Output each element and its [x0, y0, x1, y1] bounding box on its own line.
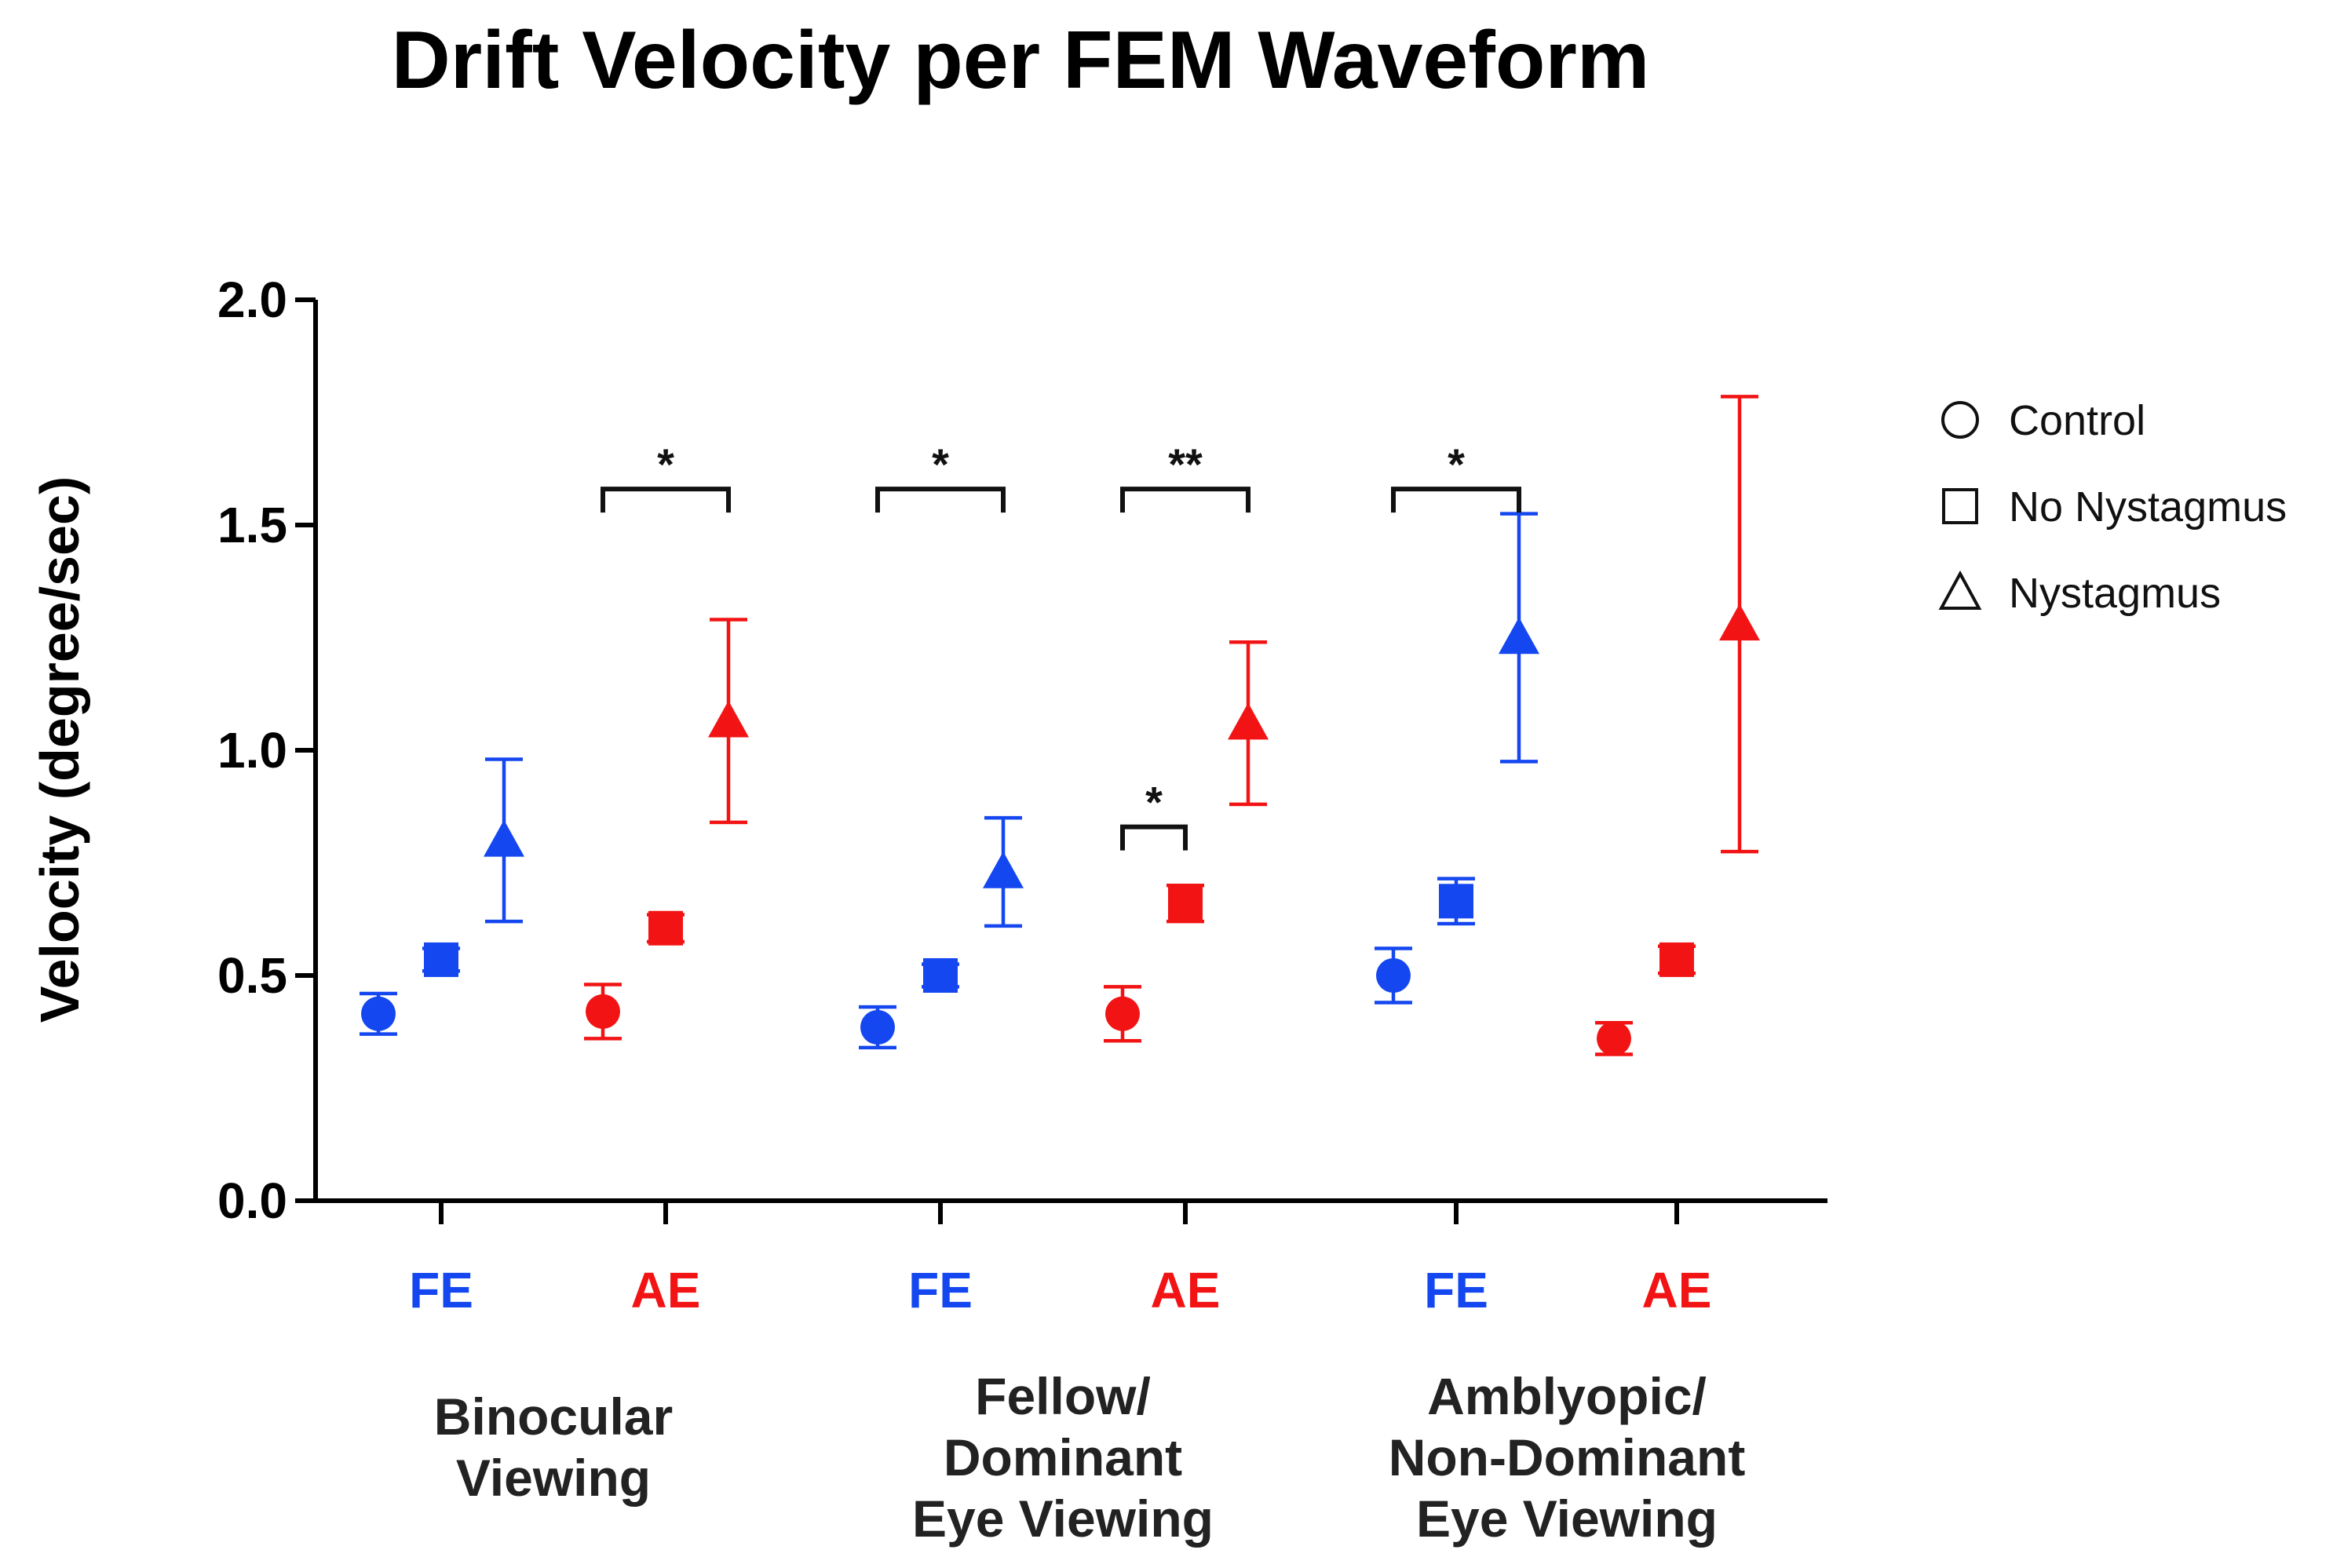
category-label: FE [908, 1262, 973, 1318]
legend-label: Nystagmus [2009, 570, 2221, 617]
significance-bracket [601, 487, 731, 513]
group-label: Eye Viewing [912, 1490, 1214, 1548]
group-label: Dominant [944, 1428, 1182, 1486]
category-label: FE [409, 1262, 473, 1318]
category-label: AE [1642, 1262, 1712, 1318]
data-point-square [1168, 886, 1203, 921]
data-point-circle [586, 994, 620, 1029]
data-point-square [648, 910, 683, 946]
significance-bracket [875, 487, 1006, 513]
data-point-circle [1376, 958, 1411, 993]
data-point-square [923, 958, 958, 993]
significance-label: ** [1168, 439, 1203, 489]
data-point-square [1659, 942, 1694, 977]
data-point-triangle [484, 819, 524, 857]
significance-brackets: * * ** ** [601, 439, 1521, 851]
data-point-circle [1597, 1021, 1631, 1056]
group-label: Viewing [456, 1449, 651, 1507]
data-point-square [1439, 884, 1473, 919]
significance-bracket [1120, 824, 1188, 851]
y-tick-label: 2.0 [217, 272, 287, 328]
significance-label: * [1145, 778, 1163, 827]
category-label: FE [1424, 1262, 1488, 1318]
legend-label: No Nystagmus [2009, 483, 2287, 531]
chart-title: Drift Velocity per FEM Waveform [392, 15, 1650, 106]
group-label: Non-Dominant [1389, 1428, 1746, 1486]
legend-label: Control [2009, 397, 2145, 444]
group-label: Amblyopic/ [1427, 1367, 1707, 1425]
y-tick-label: 1.0 [217, 722, 287, 779]
legend: Control No Nystagmus Nystagmus [1938, 397, 2287, 617]
group-label: Eye Viewing [1416, 1490, 1718, 1548]
significance-label: * [1448, 439, 1465, 489]
data-point-triangle [1499, 617, 1539, 655]
data-point-triangle [1228, 702, 1269, 740]
data-point-triangle [1719, 603, 1760, 641]
significance-bracket [1120, 487, 1250, 513]
data-point-triangle [983, 851, 1024, 888]
data-point-triangle [708, 700, 749, 738]
y-axis-label: Velocity (degree/sec) [29, 476, 90, 1023]
category-label: AE [631, 1262, 701, 1318]
data-marks [360, 395, 1760, 1056]
y-tick-label: 1.5 [217, 497, 287, 553]
group-label: Fellow/ [975, 1367, 1151, 1425]
legend-marker-triangle-icon [1938, 570, 1982, 610]
significance-bracket [1391, 487, 1521, 513]
data-point-circle [860, 1010, 895, 1045]
legend-marker-square-icon [1942, 488, 1978, 524]
significance-label: * [932, 439, 949, 489]
plot-axes: 0.0 0.5 1.0 1.5 2.0 Velocity (degree/sec) FE AE… [29, 272, 1827, 1548]
data-point-square [424, 942, 458, 977]
legend-marker-circle-icon [1941, 401, 1979, 439]
data-point-circle [361, 996, 396, 1031]
group-label: Binocular [434, 1387, 673, 1446]
data-point-circle [1105, 996, 1140, 1031]
y-tick-label: 0.0 [217, 1172, 287, 1229]
significance-label: * [657, 439, 674, 489]
y-tick-label: 0.5 [217, 947, 287, 1004]
category-label: AE [1151, 1262, 1221, 1318]
